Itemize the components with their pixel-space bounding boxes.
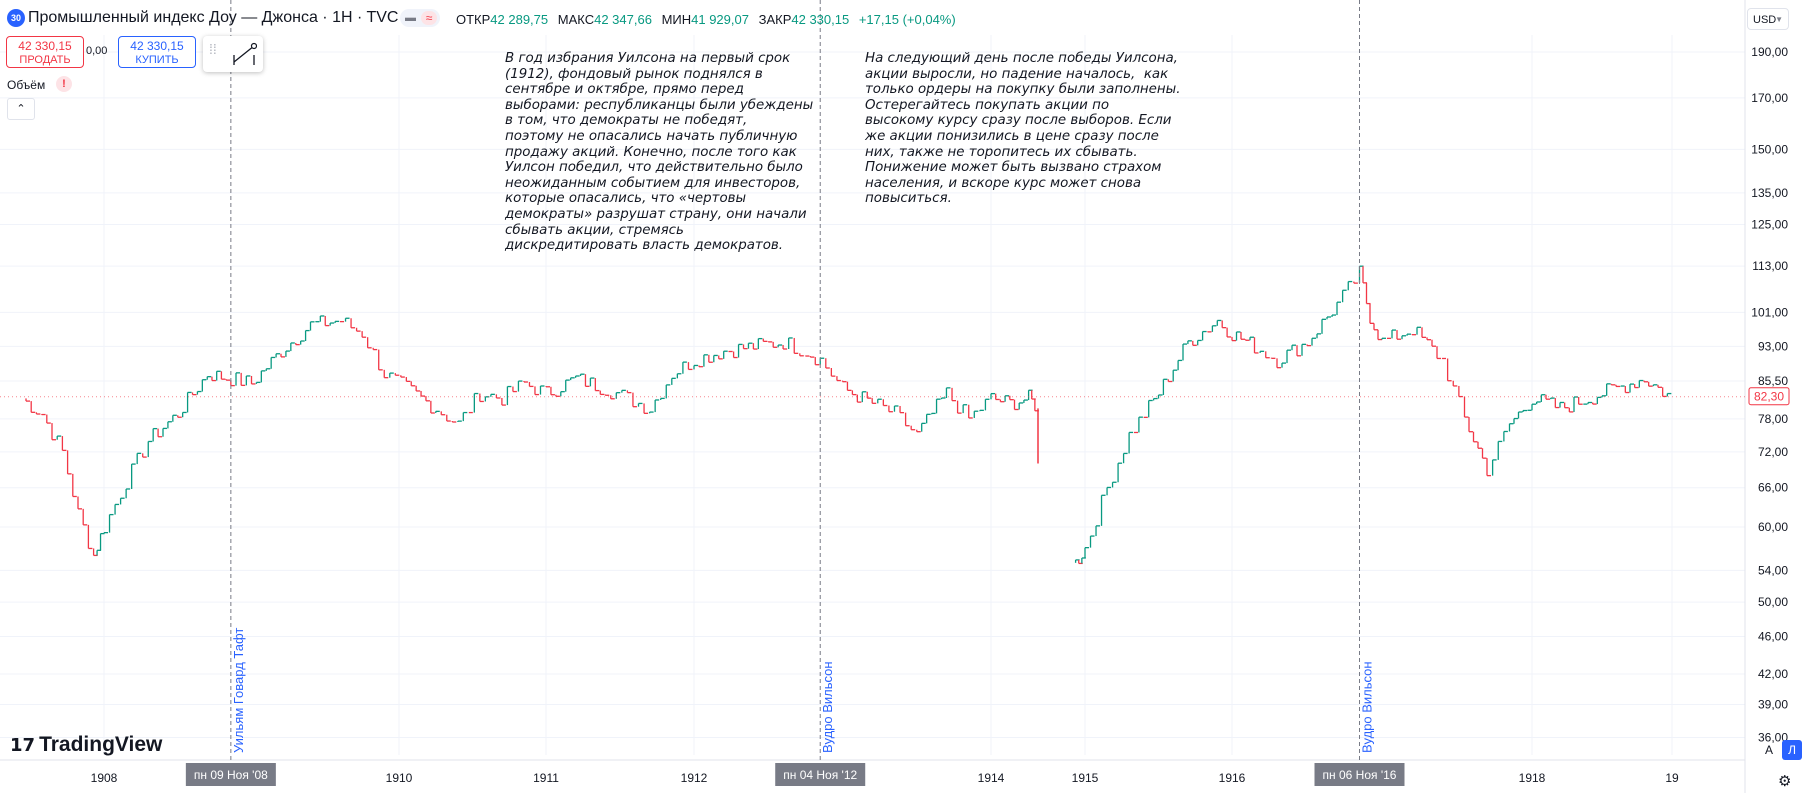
auto-scale-button[interactable]: A [1764,743,1773,757]
annotation-note-2[interactable]: На следующий день после победы Уилсона, … [865,51,1181,207]
last-price-text: 82,30 [1754,390,1784,404]
x-tick-label: 1916 [1219,771,1246,785]
x-tick-label: 1915 [1072,771,1099,785]
log-scale-button[interactable]: Л [1782,740,1802,760]
symbol-logo-icon[interactable]: 30 [7,9,25,27]
y-tick-label: 36,00 [1758,730,1788,744]
y-tick-label: 66,00 [1758,481,1788,495]
y-tick-label: 42,00 [1758,667,1788,681]
low-value: 41 929,07 [691,12,749,27]
y-tick-label: 78,00 [1758,412,1788,426]
measure-tool-toolbar[interactable]: ⁞⁞ [203,36,263,72]
event-label[interactable]: Уильям Говард Тафт [231,628,246,753]
x-tick-label: 1912 [681,771,708,785]
settings-gear-icon[interactable]: ⚙ [1778,773,1792,790]
market-status-toggle[interactable]: ▬ ≈ [400,9,440,27]
tradingview-logo[interactable]: 𝟭𝟳 TradingView [10,733,162,757]
annotation-note-1[interactable]: В год избрания Уилсона на первый срок (1… [505,51,814,254]
low-label: МИН [661,12,692,27]
event-date-label: пн 09 Ноя '08 [194,768,268,782]
close-label: ЗАКР [758,12,792,27]
y-tick-label: 93,00 [1758,339,1788,353]
y-tick-label: 85,50 [1758,374,1788,388]
sell-label: ПРОДАТЬ [19,54,71,66]
buy-button[interactable]: 42 330,15 КУПИТЬ [118,36,196,68]
last-price-badge [1748,387,1790,406]
chevron-up-icon: ⌃ [16,103,26,115]
currency-select[interactable]: USD ▼ [1747,8,1789,30]
minus-icon: ▬ [405,12,416,24]
approx-icon: ≈ [421,11,437,25]
logo-text: TradingView [39,733,163,756]
y-tick-label: 170,00 [1751,91,1788,105]
buy-price: 42 330,15 [130,39,184,53]
high-label: МАКС [557,12,595,27]
y-tick-label: 190,00 [1751,45,1788,59]
tv-logo-icon: 𝟭𝟳 [10,735,36,755]
currency-value: USD [1753,14,1777,26]
y-tick-label: 135,00 [1751,186,1788,200]
drag-handle-icon[interactable]: ⁞⁞ [209,41,217,57]
event-label[interactable]: Вудро Вильсон [1360,661,1375,753]
open-label: ОТКР [456,12,491,27]
event-label[interactable]: Вудро Вильсон [820,661,835,753]
x-tick-label: 1918 [1519,771,1546,785]
measure-icon[interactable] [231,41,257,67]
close-value: 42 330,15 [791,12,850,27]
event-date-badge [185,763,276,786]
collapse-indicators-button[interactable]: ⌃ [7,98,35,120]
spread-value: 0,00 [86,45,108,57]
y-tick-label: 101,00 [1751,305,1788,319]
event-date-badge [1314,763,1405,786]
y-tick-label: 50,00 [1758,595,1788,609]
open-value: 42 289,75 [490,12,549,27]
event-date-label: пн 06 Ноя '16 [1323,768,1397,782]
event-date-badge [775,763,866,786]
symbol-title[interactable]: Промышленный индекс Доу — Джонса · 1H · … [28,9,399,26]
event-date-label: пн 04 Ноя '12 [783,768,857,782]
change-value: +17,15 (+0,04%) [858,12,956,27]
y-tick-label: 39,00 [1758,697,1788,711]
y-tick-label: 113,00 [1752,259,1788,273]
volume-indicator-label[interactable]: Объём [7,78,46,92]
y-tick-label: 60,00 [1758,520,1788,534]
warning-icon[interactable]: ! [56,76,72,92]
y-tick-label: 54,00 [1758,563,1788,577]
y-tick-label: 125,00 [1751,218,1788,232]
y-tick-label: 150,00 [1751,142,1788,156]
sell-button[interactable]: 42 330,15 ПРОДАТЬ [6,36,84,68]
y-tick-label: 46,00 [1758,629,1788,643]
chevron-down-icon: ▼ [1775,15,1783,24]
sell-price: 42 330,15 [18,39,72,53]
high-value: 42 347,66 [594,12,652,27]
x-tick-label: 19 [1665,771,1679,785]
buy-label: КУПИТЬ [135,54,179,66]
x-tick-label: 1914 [978,771,1005,785]
x-tick-label: 1911 [533,771,559,785]
y-tick-label: 72,00 [1758,445,1788,459]
ohlc-legend: ОТКР42 289,75 МАКС42 347,66 МИН41 929,07… [456,12,956,27]
x-tick-label: 1910 [386,771,413,785]
x-tick-label: 1908 [91,771,118,785]
